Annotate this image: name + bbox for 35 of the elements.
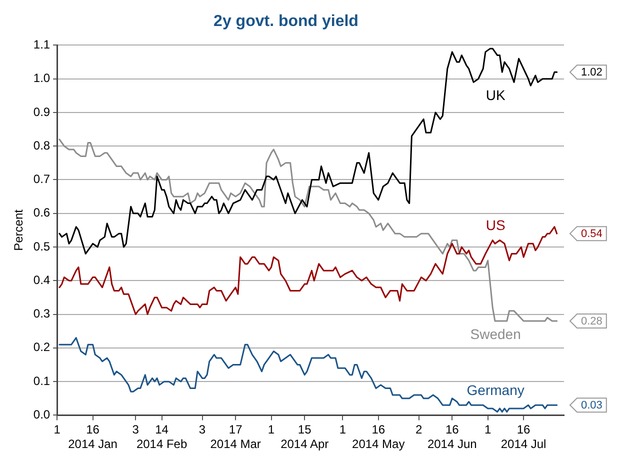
y-tick-label: 0.6	[33, 206, 50, 220]
series-label: Sweden	[470, 326, 521, 342]
y-tick-label: 0.7	[33, 172, 50, 186]
x-tick-label: 16 2014 Jan	[68, 422, 118, 452]
chart-title: 2y govt. bond yield	[214, 13, 358, 30]
y-tick-label: 1.1	[33, 38, 50, 52]
series-label: US	[486, 217, 506, 234]
y-tick-label: 0.5	[33, 239, 50, 254]
y-tick-label: 0.9	[33, 104, 50, 119]
y-axis-title: Percent	[12, 208, 26, 251]
series-label: UK	[486, 87, 506, 104]
x-tick-label: 15 2014 Apr	[280, 422, 329, 452]
x-tick-label: 1	[54, 422, 61, 437]
y-tick-label: 0.4	[33, 272, 50, 287]
x-tick-label: 2	[415, 422, 422, 437]
y-tick-label: 0.8	[33, 138, 50, 152]
annotation: 0.03	[581, 400, 602, 412]
x-tick-label: 1	[339, 422, 346, 437]
annotation: 0.28	[581, 316, 602, 328]
y-tick-label: 0.3	[33, 306, 50, 321]
annotation: 1.02	[581, 66, 602, 79]
x-tick-label: 16 2014 Jun	[427, 422, 477, 452]
x-tick-label: 3	[132, 422, 140, 437]
y-tick-label: 1.0	[33, 71, 50, 86]
x-tick-label: 16 2014 Jul	[500, 422, 546, 452]
x-tick-label: 17 2014 Mar	[210, 422, 261, 452]
x-tick-label: 1	[484, 422, 492, 437]
y-tick-label: 0.2	[33, 340, 50, 354]
annotation: 0.54	[581, 228, 602, 240]
x-tick-label: 16 2014 May	[352, 422, 405, 452]
x-tick-label: 3	[198, 422, 206, 437]
x-tick-label: 1	[268, 422, 275, 437]
y-tick-label: 0.1	[33, 374, 50, 388]
y-tick-label: 0.0	[33, 408, 50, 422]
series-label: Germany	[466, 382, 524, 398]
